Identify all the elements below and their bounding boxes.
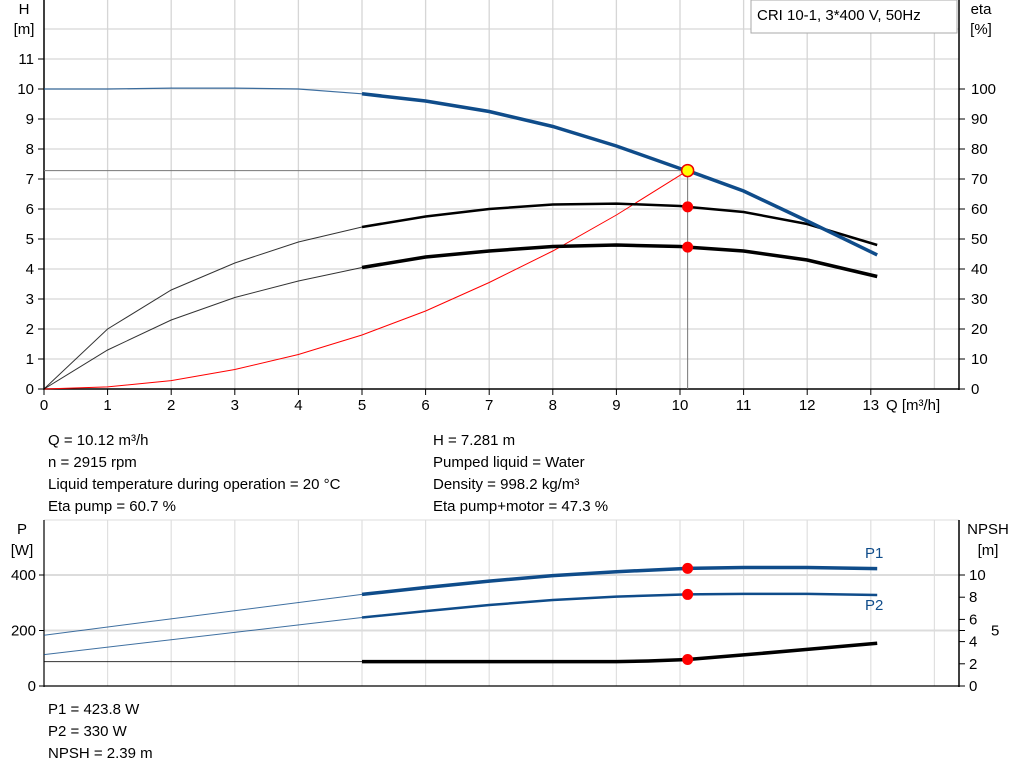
x-tick-label: 3	[231, 397, 239, 414]
info-block-left: Q = 10.12 m³/h n = 2915 rpm Liquid tempe…	[48, 430, 340, 518]
duty-marker-npsh	[682, 653, 694, 665]
info-q: Q = 10.12 m³/h	[48, 432, 149, 449]
y-tick-label-right: 8	[969, 589, 977, 606]
y-axis-unit-left: [W]	[11, 542, 34, 559]
y-tick-label-right: 30	[971, 291, 988, 308]
info-liquid: Pumped liquid = Water	[433, 454, 585, 471]
p2-curve	[361, 592, 878, 619]
x-axis-label: Q [m³/h]	[886, 397, 940, 414]
y-tick-label-left: 3	[26, 291, 34, 308]
info-temperature: Liquid temperature during operation = 20…	[48, 476, 341, 493]
y-axis-label-right: NPSH	[967, 521, 1009, 538]
y-tick-label-left: 0	[28, 678, 36, 695]
y-tick-label-left: 8	[26, 141, 34, 158]
y-tick-label-right: 6	[969, 611, 977, 628]
x-tick-label: 7	[485, 397, 493, 414]
info-eta-pump-motor: Eta pump+motor = 47.3 %	[433, 498, 609, 515]
x-tick-label: 8	[549, 397, 557, 414]
y-tick-label-right: 60	[971, 201, 988, 218]
y-tick-label-right: 20	[971, 321, 988, 338]
y-axis-label-left: P	[17, 521, 27, 538]
y-tick-label-right: 4	[969, 634, 977, 651]
y-tick-label-right: 70	[971, 171, 988, 188]
y-tick-label-right: 10	[969, 567, 986, 584]
y-axis-label-left: H	[19, 1, 30, 18]
y-tick-label-left: 6	[26, 201, 34, 218]
y-tick-label-right: 5	[991, 623, 999, 640]
legend-text: CRI 10-1, 3*400 V, 50Hz	[757, 7, 921, 24]
info-speed: n = 2915 rpm	[48, 454, 137, 471]
x-tick-label: 6	[421, 397, 429, 414]
p1-curve-extended	[43, 593, 363, 636]
y-tick-label-left: 7	[26, 171, 34, 188]
eta-pump-motor-curve	[361, 243, 878, 279]
legend-box	[750, 0, 958, 34]
info-block-power: P1 = 423.8 W P2 = 330 W NPSH = 2.39 m	[48, 699, 153, 765]
duty-marker-eta-pump-motor	[682, 241, 694, 253]
info-npsh: NPSH = 2.39 m	[48, 745, 153, 762]
x-tick-label: 5	[358, 397, 366, 414]
y-tick-label-left: 1	[26, 351, 34, 368]
npsh-curve	[362, 641, 878, 664]
y-tick-label-right: 0	[969, 678, 977, 695]
duty-point-marker	[680, 163, 695, 178]
p2-curve-extended	[43, 617, 363, 656]
p2-label: P2	[865, 597, 883, 614]
y-tick-label-right: 0	[971, 381, 979, 398]
y-tick-label-left: 9	[26, 111, 34, 128]
y-tick-label-left: 11	[18, 51, 34, 68]
info-h: H = 7.281 m	[433, 432, 516, 449]
y-tick-label-left: 2	[26, 321, 34, 338]
y-tick-label-left: 400	[11, 567, 36, 584]
info-p2: P2 = 330 W	[48, 723, 127, 740]
y-axis-label-right: eta	[971, 1, 993, 18]
head-curve	[361, 92, 878, 257]
y-axis-unit-left: [m]	[14, 21, 35, 38]
duty-marker-p2	[682, 588, 694, 600]
y-tick-label-left: 5	[26, 231, 34, 248]
duty-marker-p1	[682, 562, 694, 574]
y-axis-unit-right: [m]	[978, 542, 999, 559]
y-tick-label-left: 200	[11, 623, 36, 640]
y-tick-label-right: 80	[971, 141, 988, 158]
x-tick-label: 13	[862, 397, 879, 414]
y-axis-unit-right: [%]	[970, 21, 992, 38]
y-tick-label-right: 90	[971, 111, 988, 128]
x-tick-label: 11	[736, 397, 752, 414]
y-tick-label-left: 10	[17, 81, 34, 98]
x-tick-label: 4	[294, 397, 302, 414]
eta-pump-curve-extended	[43, 226, 363, 390]
x-tick-label: 0	[40, 397, 48, 414]
p1-label: P1	[865, 545, 883, 562]
head-curve-extended	[44, 87, 363, 95]
y-tick-label-left: 4	[26, 261, 34, 278]
y-tick-label-right: 10	[971, 351, 988, 368]
eta-pump-motor-curve-extended	[43, 267, 363, 390]
x-tick-label: 2	[167, 397, 175, 414]
duty-marker-eta-pump	[682, 201, 694, 213]
x-tick-label: 1	[103, 397, 111, 414]
y-tick-label-right: 2	[969, 656, 977, 673]
y-tick-label-left: 0	[26, 381, 34, 398]
info-block-right: H = 7.281 m Pumped liquid = Water Densit…	[433, 430, 608, 518]
p1-curve	[361, 565, 878, 597]
info-eta-pump: Eta pump = 60.7 %	[48, 498, 176, 515]
info-p1: P1 = 423.8 W	[48, 701, 140, 718]
y-tick-label-right: 50	[971, 231, 988, 248]
y-tick-label-right: 40	[971, 261, 988, 278]
y-tick-label-right: 100	[971, 81, 996, 98]
system-curve	[43, 170, 688, 390]
eta-pump-curve	[361, 202, 878, 247]
info-density: Density = 998.2 kg/m³	[433, 476, 580, 493]
x-tick-label: 10	[672, 397, 689, 414]
x-tick-label: 12	[799, 397, 816, 414]
x-tick-label: 9	[612, 397, 620, 414]
